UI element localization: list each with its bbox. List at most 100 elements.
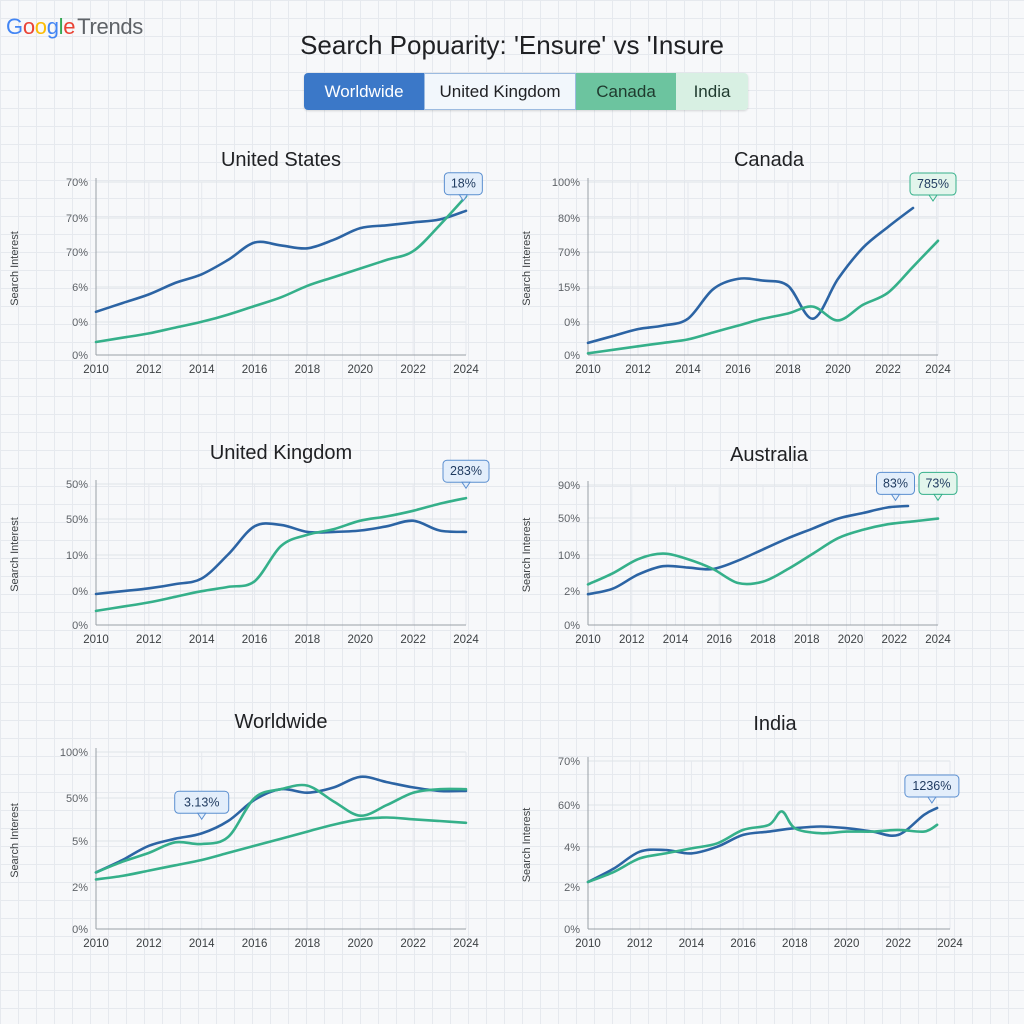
y-axis-label: Search Interest <box>9 517 21 592</box>
x-tick-label: 2012 <box>625 364 651 376</box>
y-tick-label: 50% <box>66 479 88 491</box>
x-tick-label: 2020 <box>347 364 373 376</box>
x-tick-label: 2022 <box>400 634 426 646</box>
x-tick-label: 2014 <box>675 364 701 376</box>
chart-title: India <box>753 713 797 735</box>
y-tick-label: 0% <box>564 317 580 329</box>
y-tick-label: 80% <box>558 213 580 225</box>
x-tick-label: 2014 <box>189 634 215 646</box>
value-callout: 785% <box>909 172 957 202</box>
y-tick-label: 50% <box>558 513 580 525</box>
y-tick-label: 10% <box>558 550 580 562</box>
chart-title: Worldwide <box>234 711 328 733</box>
chart-canada: 0% 0% 15% 70% 80% 100% 2010 2012 2014 2016 2018 202… <box>521 172 957 376</box>
x-tick-label: 2012 <box>136 634 162 646</box>
x-tick-label: 2024 <box>937 938 963 950</box>
x-tick-label: 2018 <box>295 364 321 376</box>
callout-label: 83% <box>883 476 908 490</box>
x-tick-label: 2014 <box>663 634 689 646</box>
x-tick-label: 2016 <box>730 938 756 950</box>
y-axis-label: Search Interest <box>9 231 21 306</box>
y-tick-label: 90% <box>558 480 580 492</box>
series-line-green <box>586 517 940 586</box>
x-tick-label: 2020 <box>347 938 373 950</box>
chart-title: Australia <box>730 444 808 466</box>
x-tick-label: 2018 <box>750 634 776 646</box>
y-tick-label: 70% <box>558 247 580 259</box>
y-axis-label: Search Interest <box>9 803 21 878</box>
y-tick-label: 10% <box>66 550 88 562</box>
chart-panel-india: India 0% 2% 4% 60% 70% 2010 2012 2014 2016 2018 20… <box>512 709 1012 969</box>
series-line-blue <box>586 206 915 345</box>
y-tick-label: 2% <box>564 882 580 894</box>
value-callout: 3.13% <box>174 790 230 821</box>
x-tick-label: 2012 <box>627 938 653 950</box>
y-axis-label: Search Interest <box>521 231 533 306</box>
tab-worldwide[interactable]: Worldwide <box>304 73 424 110</box>
series-line-blue <box>94 775 468 874</box>
x-tick-label: 2022 <box>881 634 907 646</box>
y-tick-label: 100% <box>552 177 580 189</box>
callout-label: 785% <box>917 177 949 191</box>
y-tick-label: 4% <box>564 842 580 854</box>
x-tick-label: 2018 <box>295 634 321 646</box>
chart-title: Canada <box>733 149 805 171</box>
trends-label: Trends <box>77 14 144 39</box>
x-tick-label: 2018 <box>782 938 808 950</box>
x-tick-label: 2020 <box>825 364 851 376</box>
chart-india: 0% 2% 4% 60% 70% 2010 2012 2014 2016 2018 2020 2022… <box>521 756 963 950</box>
google-logo-text: Google <box>6 14 76 39</box>
value-callout: 283% <box>442 459 490 490</box>
chart-title: United States <box>220 149 342 171</box>
y-tick-label: 0% <box>72 586 88 598</box>
y-tick-label: 0% <box>564 620 580 632</box>
value-callout: 73% <box>918 471 958 502</box>
y-tick-label: 2% <box>72 882 88 894</box>
x-tick-label: 2020 <box>838 634 864 646</box>
callout-label: 283% <box>450 464 482 478</box>
y-tick-label: 0% <box>72 620 88 632</box>
x-tick-label: 2022 <box>400 364 426 376</box>
x-tick-label: 2024 <box>453 634 479 646</box>
tab-canada[interactable]: Canada <box>576 73 676 110</box>
x-tick-label: 2024 <box>453 364 479 376</box>
callout-label: 3.13% <box>184 795 219 809</box>
y-tick-label: 100% <box>60 747 88 759</box>
chart-panel-united-kingdom: United Kingdom 0% 0% 10% 50% 50% 2010 2012 2014… <box>0 438 500 658</box>
tab-united-kingdom[interactable]: United Kingdom <box>424 73 576 110</box>
x-tick-label: 2022 <box>400 938 426 950</box>
value-callout: 1236% <box>904 774 960 804</box>
series-line-green <box>586 810 939 884</box>
y-tick-label: 50% <box>66 793 88 805</box>
series-line-green <box>94 496 468 613</box>
y-tick-label: 0% <box>564 350 580 362</box>
y-tick-label: 2% <box>564 586 580 598</box>
x-tick-label: 2014 <box>189 938 215 950</box>
x-tick-label: 2010 <box>575 938 601 950</box>
page-title: Search Popuarity: 'Ensure' vs 'Insure <box>300 30 724 60</box>
x-tick-label: 2022 <box>885 938 911 950</box>
series-line-blue <box>586 504 910 596</box>
x-tick-label: 2020 <box>347 634 373 646</box>
y-tick-label: 5% <box>72 836 88 848</box>
x-tick-label: 2010 <box>575 634 601 646</box>
x-tick-label: 2018 <box>775 364 801 376</box>
chart-panel-united-states: United States 0% 0% 6% 70% 70% 70% 2010 2012 201… <box>0 145 500 385</box>
callout-label: 1236% <box>912 779 951 793</box>
series-line-green <box>94 816 468 881</box>
chart-title: United Kingdom <box>209 442 353 464</box>
chart-australia: 0% 2% 10% 50% 90% 2010 2012 2014 2016 2018 2018 202… <box>521 471 958 646</box>
x-tick-label: 2020 <box>834 938 860 950</box>
chart-worldwide: 0% 2% 5% 50% 100% 2010 2012 2014 2016 2018 2020 202… <box>9 747 479 950</box>
series-line-green <box>94 783 468 874</box>
series-line-blue <box>94 519 468 596</box>
chart-panel-canada: Canada 0% 0% 15% 70% 80% 100% 2010 2012 2014 2016… <box>512 145 1012 385</box>
x-tick-label: 2018 <box>794 634 820 646</box>
x-tick-label: 2018 <box>295 938 321 950</box>
x-tick-label: 2024 <box>925 364 951 376</box>
region-tabs: Worldwide United Kingdom Canada India <box>304 73 748 110</box>
y-tick-label: 70% <box>66 247 88 259</box>
x-tick-label: 2014 <box>679 938 705 950</box>
tab-india[interactable]: India <box>676 73 748 110</box>
google-trends-logo[interactable]: GoogleTrends <box>6 14 143 40</box>
